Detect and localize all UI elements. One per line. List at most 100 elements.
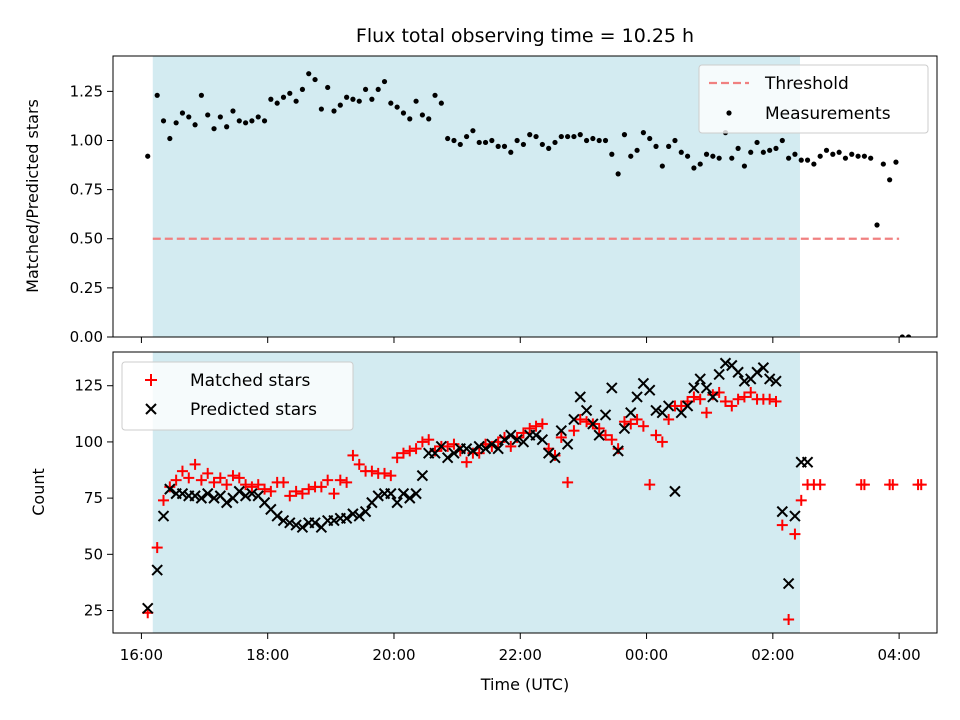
measurement-point bbox=[666, 143, 672, 149]
matched-point bbox=[353, 458, 365, 470]
matched-point bbox=[252, 479, 264, 491]
predicted-point bbox=[606, 382, 618, 394]
measurement-point bbox=[609, 151, 615, 157]
predicted-point bbox=[574, 391, 586, 403]
predicted-point bbox=[530, 429, 542, 441]
predicted-point bbox=[385, 487, 397, 500]
measurement-point bbox=[514, 137, 520, 144]
measurement-point bbox=[426, 116, 432, 122]
measurement-point bbox=[621, 132, 628, 138]
predicted-point bbox=[460, 442, 473, 455]
measurement-point bbox=[217, 114, 223, 120]
x-tick-label: 16:00 bbox=[120, 646, 163, 664]
measurement-point bbox=[893, 159, 899, 165]
measurement-point bbox=[684, 153, 691, 159]
matched-point bbox=[663, 413, 675, 425]
predicted-point bbox=[568, 413, 580, 426]
predicted-point bbox=[612, 445, 624, 457]
measurement-point bbox=[703, 151, 710, 157]
ratio-panel: 0.00 0.25 0.50 0.75 1.00 1.25 Matched/Predict… bbox=[23, 55, 958, 346]
matched-point bbox=[536, 418, 548, 430]
matched-point bbox=[284, 490, 296, 502]
chart-title: Flux total observing time = 10.25 h bbox=[356, 25, 694, 47]
predicted-point bbox=[284, 517, 296, 529]
predicted-point bbox=[151, 564, 163, 576]
measurement-point bbox=[312, 76, 318, 83]
matched-point bbox=[789, 528, 801, 540]
count-panel: 25 50 75 100 125 16:00 18:00 20:00 22:00 00:00 02… bbox=[29, 351, 938, 664]
matched-point bbox=[770, 395, 782, 407]
matched-point bbox=[694, 393, 706, 405]
matched-point bbox=[240, 479, 252, 491]
predicted-point bbox=[549, 451, 561, 464]
measurement-point bbox=[953, 334, 958, 339]
measurement-point bbox=[445, 135, 451, 142]
measurement-point bbox=[482, 139, 489, 146]
predicted-point bbox=[505, 429, 517, 441]
measurement-point bbox=[388, 100, 394, 106]
measurement-point bbox=[400, 110, 407, 116]
measurement-point bbox=[849, 151, 855, 157]
matched-point bbox=[637, 420, 649, 432]
predicted-point bbox=[555, 424, 568, 437]
measurement-point bbox=[792, 151, 798, 157]
predicted-point bbox=[801, 456, 814, 468]
matched-point bbox=[858, 479, 870, 491]
y-tick-label: 125 bbox=[74, 377, 103, 395]
matched-point bbox=[795, 494, 807, 506]
measurement-point bbox=[640, 130, 646, 136]
measurement-point bbox=[293, 98, 299, 104]
predicted-point bbox=[492, 442, 504, 455]
measurement-point bbox=[186, 114, 192, 120]
matched-point bbox=[719, 395, 731, 407]
predicted-point bbox=[681, 400, 694, 412]
measurement-point bbox=[242, 120, 249, 126]
measurement-point bbox=[653, 143, 659, 149]
measurement-point bbox=[583, 137, 590, 144]
matched-point bbox=[574, 413, 586, 425]
matched-point bbox=[315, 481, 327, 493]
predicted-point bbox=[498, 433, 511, 446]
predicted-point bbox=[561, 438, 574, 450]
measurement-point bbox=[710, 153, 716, 159]
matched-point bbox=[221, 479, 233, 491]
predicted-point bbox=[347, 508, 359, 520]
measurement-point bbox=[880, 161, 886, 167]
y-tick-label: 75 bbox=[84, 489, 103, 507]
measurement-point bbox=[255, 114, 261, 120]
measurement-point bbox=[590, 135, 596, 142]
measurement-point bbox=[350, 96, 356, 102]
predicted-point bbox=[359, 505, 372, 518]
threshold-legend-label: Threshold bbox=[764, 74, 849, 94]
measurement-point bbox=[678, 149, 684, 155]
matched-point bbox=[246, 481, 258, 493]
measurement-point bbox=[634, 147, 640, 153]
predicted-point bbox=[713, 368, 725, 381]
measurement-point bbox=[205, 112, 211, 118]
measurement-point bbox=[268, 96, 274, 102]
matched-point bbox=[397, 447, 409, 459]
measurement-point bbox=[533, 133, 539, 140]
predicted-point bbox=[189, 490, 201, 502]
matched-point bbox=[202, 467, 214, 479]
predicted-point bbox=[763, 373, 776, 385]
measurement-point bbox=[729, 155, 735, 161]
measurement-point bbox=[356, 98, 362, 104]
predicted-point bbox=[233, 485, 245, 498]
predicted-point bbox=[479, 442, 492, 455]
predicted-point bbox=[397, 487, 410, 500]
series-points bbox=[145, 71, 958, 339]
matched-point bbox=[524, 422, 536, 434]
matched-point bbox=[644, 479, 656, 491]
measurement-point bbox=[407, 116, 413, 122]
predicted-point bbox=[296, 521, 309, 534]
measurement-point bbox=[767, 147, 773, 153]
predicted-point bbox=[416, 469, 429, 482]
predicted-point bbox=[441, 451, 454, 464]
matched-point bbox=[688, 391, 700, 403]
measurement-point bbox=[261, 118, 268, 124]
matched-point bbox=[347, 449, 359, 461]
predicted-point bbox=[707, 391, 719, 403]
predicted-point bbox=[625, 406, 637, 419]
